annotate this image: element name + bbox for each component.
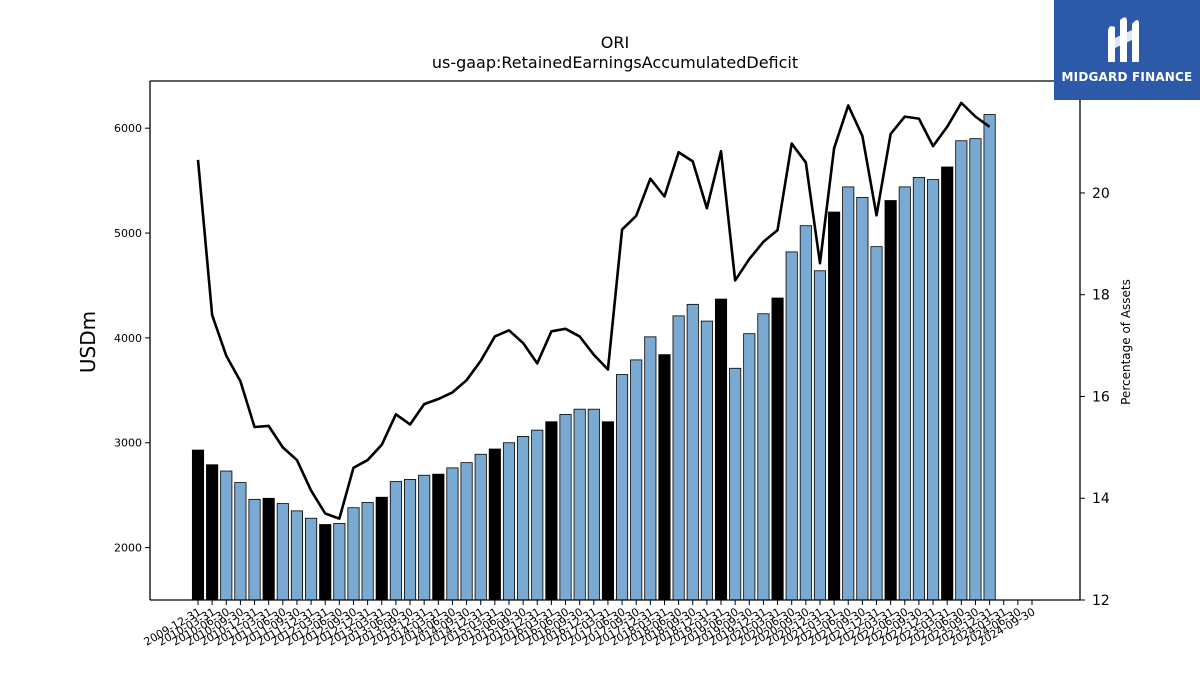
bar-2017-12-31: [644, 336, 657, 601]
axes: [149, 80, 1081, 601]
bar-2013-06-30: [389, 481, 402, 601]
bar-2012-06-30: [333, 523, 346, 601]
bar-2022-03-31: [884, 200, 897, 601]
bar-2018-03-31: [658, 354, 671, 601]
y2-tick-label: 14: [1092, 491, 1110, 507]
y2-tick-label: 18: [1092, 288, 1110, 304]
bar-2019-09-30: [743, 333, 756, 601]
bar-2022-09-30: [912, 177, 925, 601]
bar-2009-12-31: [191, 449, 205, 601]
bar-2011-09-30: [290, 510, 304, 601]
bar-2012-12-31: [361, 502, 374, 601]
y2-axis-ticks: 12 14 16 18 20: [1080, 186, 1110, 609]
x-axis-ticks: 2009-12-312010-03-312010-06-302010-09-30…: [142, 600, 1038, 649]
bar-2021-06-30: [842, 186, 855, 601]
bar-2014-06-30: [446, 467, 459, 601]
bar-2016-12-31: [587, 408, 600, 601]
y-axis-ticks: 2000 3000 4000 5000 6000: [114, 122, 150, 555]
bar-2022-06-30: [898, 186, 911, 601]
bar-2023-09-30: [969, 138, 982, 601]
bar-2013-12-31: [418, 474, 431, 601]
bar-2010-12-31: [248, 498, 261, 601]
bar-2021-09-30: [856, 196, 869, 601]
bar-2014-09-30: [460, 462, 473, 601]
y2-axis-label: Percentage of Assets: [1119, 279, 1133, 405]
midgard-logo-icon: [1108, 17, 1139, 63]
bar-2020-12-31: [813, 270, 827, 601]
bar-2023-12-31: [983, 114, 996, 601]
bar-2018-12-31: [700, 320, 713, 601]
bar-2016-09-30: [573, 408, 586, 601]
bar-2018-06-30: [672, 315, 685, 601]
y-tick-label: 5000: [114, 227, 142, 240]
y2-tick-label: 16: [1092, 389, 1110, 405]
bar-2010-03-31: [206, 464, 219, 601]
y-tick-label: 6000: [114, 122, 142, 135]
y2-tick-label: 12: [1092, 593, 1110, 609]
bar-2011-06-30: [276, 503, 289, 601]
bar-2011-12-31: [305, 517, 318, 601]
bar-2014-03-31: [432, 473, 445, 601]
pct-line-series: [196, 101, 991, 520]
bar-2017-06-30: [616, 374, 629, 601]
bar-2015-06-30: [502, 442, 516, 601]
bar-2010-09-30: [234, 482, 247, 601]
bar-2017-03-31: [601, 421, 614, 601]
bar-2015-09-30: [517, 436, 530, 601]
logo-text: MIDGARD FINANCE: [1061, 70, 1193, 84]
bar-2021-12-31: [870, 246, 883, 601]
bar-2018-09-30: [686, 303, 699, 601]
bar-2016-03-31: [545, 421, 558, 601]
bar-2013-03-31: [375, 496, 388, 601]
pct-of-assets-line: [196, 101, 991, 520]
bar-2020-06-30: [785, 251, 798, 601]
bar-2014-12-31: [474, 453, 487, 601]
bar-2019-12-31: [757, 313, 770, 601]
bar-2021-03-31: [828, 211, 841, 601]
y-tick-label: 2000: [114, 542, 142, 555]
bar-2011-03-31: [262, 497, 275, 601]
chart-title: ORI: [601, 33, 629, 52]
bar-2013-09-30: [403, 479, 417, 601]
bar-2022-12-31: [927, 179, 940, 601]
bar-2023-03-31: [941, 166, 954, 601]
bar-2023-06-30: [955, 140, 968, 601]
y-tick-label: 3000: [114, 437, 142, 450]
bar-2012-03-31: [319, 524, 332, 601]
y-axis-label: USDm: [76, 311, 100, 373]
logo: MIDGARD FINANCE: [1054, 0, 1200, 100]
bar-2016-06-30: [559, 414, 572, 601]
bar-2010-06-30: [220, 470, 233, 601]
bar-2012-09-30: [347, 507, 360, 601]
chart-subtitle: us-gaap:RetainedEarningsAccumulatedDefic…: [432, 53, 798, 72]
bar-2019-06-30: [729, 367, 742, 601]
y-tick-label: 4000: [114, 332, 142, 345]
bar-2015-03-31: [488, 448, 501, 601]
bar-2019-03-31: [714, 298, 728, 601]
bar-2015-12-31: [531, 429, 544, 601]
bar-2017-09-30: [630, 359, 643, 601]
bar-2020-09-30: [799, 225, 812, 601]
bar-2020-03-31: [771, 297, 784, 601]
bar-series: [191, 114, 996, 601]
y2-tick-label: 20: [1092, 186, 1110, 202]
